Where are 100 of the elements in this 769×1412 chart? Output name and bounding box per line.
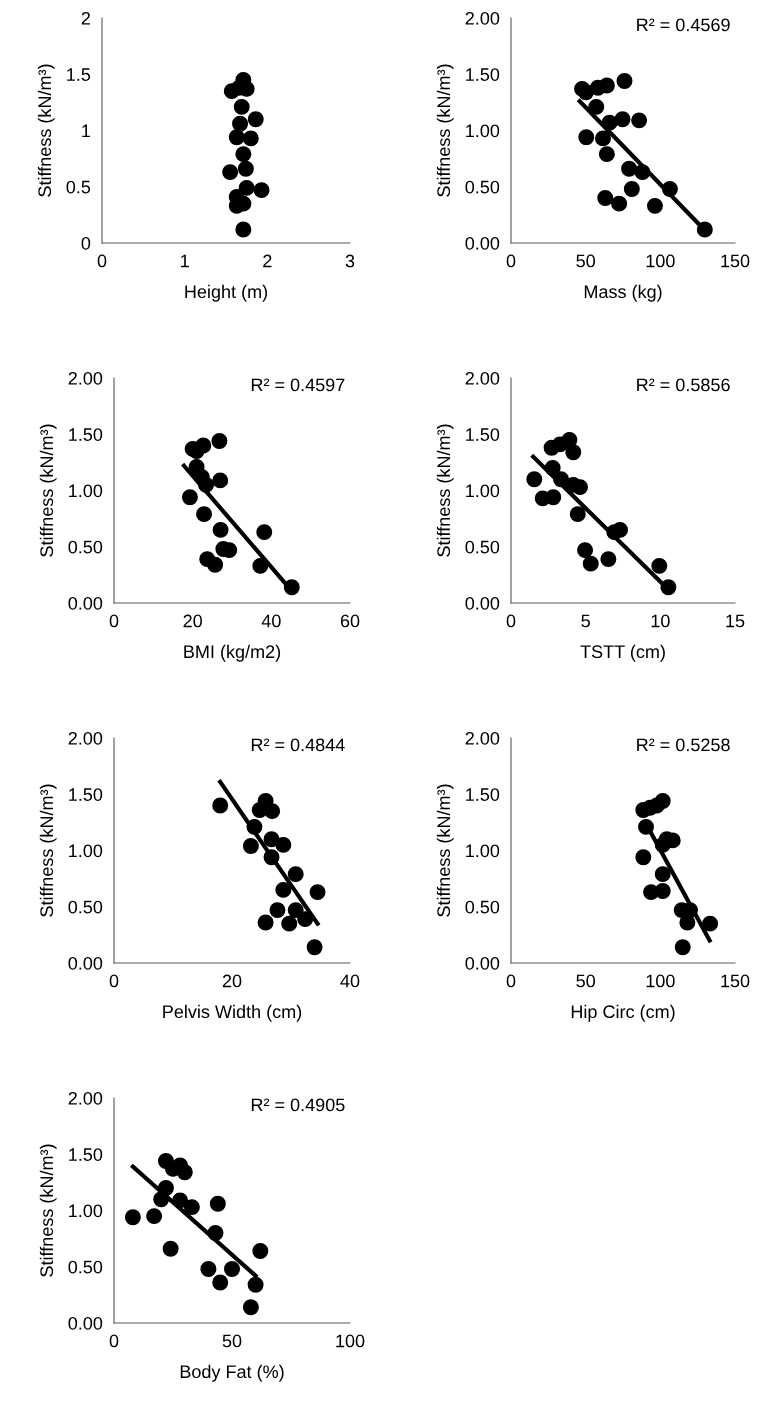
point	[654, 836, 671, 853]
point	[660, 579, 677, 596]
point	[247, 1276, 264, 1293]
x-tick-label: 100	[646, 974, 675, 988]
point	[275, 836, 292, 853]
point	[253, 182, 270, 199]
point	[212, 1274, 229, 1291]
y-axis-title: Stiffness (kN/m³)	[436, 64, 454, 197]
x-tick-label: 150	[721, 974, 750, 988]
point	[124, 1209, 141, 1226]
y-tick-label: 1.00	[466, 484, 500, 498]
point	[200, 1261, 217, 1277]
y-tick-label: 1	[82, 124, 91, 138]
point	[195, 437, 212, 454]
x-tick-label: 40	[261, 614, 281, 628]
x-tick-label: 150	[721, 254, 750, 268]
x-tick-label: 50	[222, 1334, 242, 1348]
y-tick-label: 1.5	[67, 68, 91, 81]
y-tick-label: 0.50	[465, 900, 500, 914]
point	[183, 1199, 200, 1216]
point	[196, 506, 213, 523]
x-tick-label: 3	[345, 254, 355, 268]
y-tick-label: 0.50	[68, 540, 103, 554]
point	[598, 77, 615, 94]
x-tick-label: 15	[726, 614, 745, 628]
y-tick-label: 0.50	[465, 180, 500, 194]
point	[631, 112, 648, 129]
x-tick-label: 10	[651, 614, 670, 628]
x-axis-title: Pelvis Width (cm)	[163, 1004, 302, 1022]
y-tick-label: 0.00	[68, 596, 103, 610]
x-tick-label: 0	[506, 614, 516, 628]
point	[578, 129, 595, 146]
point	[246, 818, 263, 835]
point	[235, 221, 252, 238]
point	[247, 111, 264, 128]
point	[623, 181, 640, 197]
point	[211, 433, 228, 449]
point	[597, 190, 614, 206]
point	[172, 1192, 189, 1209]
point	[222, 164, 239, 181]
x-tick-label: 1	[181, 254, 189, 268]
x-axis-title: Height (m)	[185, 284, 268, 302]
y-tick-label: 2	[81, 11, 90, 25]
point	[242, 1299, 259, 1316]
y-tick-label: 1.50	[466, 428, 500, 441]
point	[553, 471, 570, 488]
y-tick-label: 2.00	[68, 371, 103, 385]
y-axis-title: Stiffness (kN/m³)	[37, 64, 55, 197]
point	[582, 555, 599, 572]
x-axis-title: Body Fat (%)	[180, 1364, 284, 1382]
x-tick-label: 5	[581, 614, 590, 628]
y-tick-label: 2.00	[465, 731, 500, 745]
y-tick-label: 1.50	[69, 1148, 103, 1161]
y-axis-title: Stiffness (kN/m³)	[39, 784, 57, 917]
annotation: R² = 0.4844	[251, 738, 345, 752]
point	[228, 129, 245, 146]
y-tick-label: 1.50	[466, 788, 500, 801]
point	[612, 521, 628, 538]
y-tick-label: 1.00	[466, 124, 500, 138]
y-tick-label: 0.00	[68, 956, 103, 970]
y-tick-label: 0.5	[66, 180, 91, 194]
point	[207, 1225, 224, 1241]
point	[309, 884, 326, 901]
point	[654, 793, 671, 809]
x-tick-label: 0	[109, 974, 119, 988]
point	[263, 831, 280, 848]
y-tick-label: 2.00	[68, 1091, 103, 1105]
point	[223, 83, 240, 100]
point	[237, 160, 254, 177]
point	[545, 489, 562, 506]
y-tick-label: 0.00	[465, 236, 500, 250]
point	[207, 556, 224, 573]
point	[654, 866, 671, 883]
y-tick-label: 0.50	[68, 900, 103, 914]
point	[252, 557, 269, 574]
point	[146, 1208, 163, 1225]
point	[212, 521, 229, 538]
x-tick-label: 50	[576, 974, 595, 988]
y-tick-label: 0	[81, 236, 91, 250]
point	[212, 797, 229, 814]
x-tick-label: 100	[646, 254, 675, 268]
point	[257, 914, 274, 931]
y-tick-label: 1.00	[466, 844, 500, 858]
point	[565, 444, 582, 461]
point	[176, 1164, 193, 1181]
point	[181, 489, 198, 506]
x-tick-label: 60	[340, 614, 360, 628]
point	[281, 915, 298, 932]
point	[212, 472, 229, 489]
point	[233, 98, 250, 115]
point	[232, 115, 249, 132]
y-tick-label: 0.00	[465, 956, 500, 970]
y-axis-title: Stiffness (kN/m³)	[436, 424, 454, 557]
annotation: R² = 0.5856	[637, 378, 730, 392]
point	[283, 579, 300, 596]
y-tick-label: 0.00	[68, 1316, 103, 1330]
y-tick-label: 2.00	[68, 731, 103, 745]
point	[598, 146, 615, 163]
point	[297, 911, 314, 928]
y-tick-label: 1.50	[69, 428, 103, 441]
